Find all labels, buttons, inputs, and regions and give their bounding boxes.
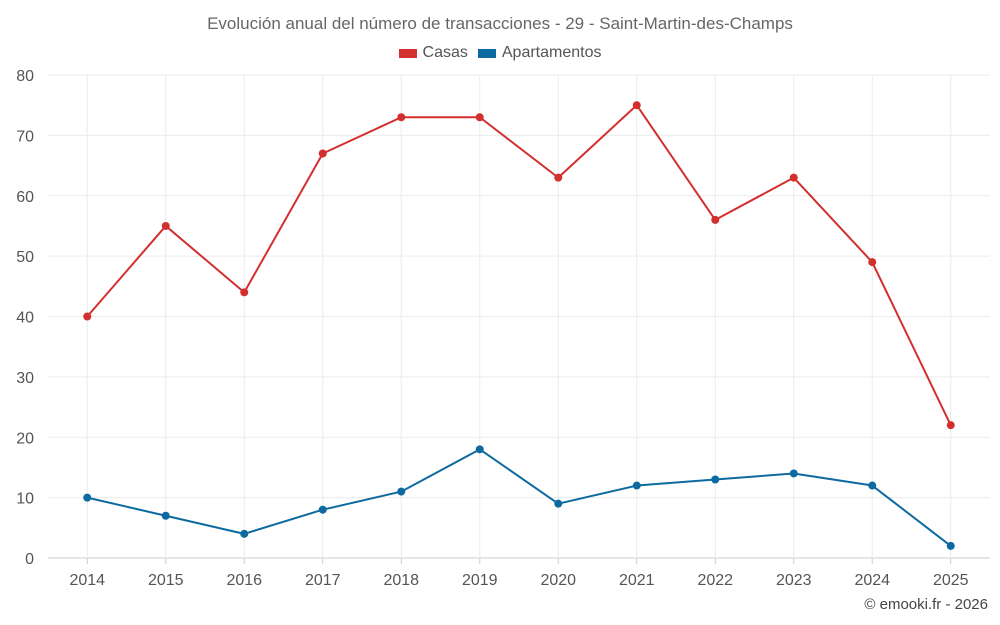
x-tick-label: 2017 xyxy=(305,572,341,589)
data-point-apartamentos[interactable] xyxy=(711,475,720,484)
series-line-casas xyxy=(86,104,952,426)
legend-item-apartamentos[interactable]: Apartamentos xyxy=(477,44,602,62)
credit-text: © emooki.fr - 2026 xyxy=(864,596,988,613)
legend-swatch-apartamentos xyxy=(477,48,496,58)
x-tick-label: 2025 xyxy=(933,572,969,589)
y-tick-label: 30 xyxy=(16,370,34,387)
data-point-casas[interactable] xyxy=(240,288,249,297)
data-point-casas[interactable] xyxy=(711,215,720,224)
legend-label-casas: Casas xyxy=(422,44,468,61)
legend-item-casas[interactable]: Casas xyxy=(398,44,468,62)
axes: 0 10 20 30 40 50 60 70 80 2014 2015 2016 2017 2018 201… xyxy=(16,68,968,589)
legend-swatch-casas xyxy=(398,48,417,58)
data-point-apartamentos[interactable] xyxy=(475,445,484,454)
y-tick-label: 70 xyxy=(16,128,34,145)
chart-title: Evolución anual del número de transaccio… xyxy=(207,14,793,33)
y-tick-label: 40 xyxy=(16,310,34,327)
data-point-casas[interactable] xyxy=(632,101,641,110)
y-tick-label: 10 xyxy=(16,491,34,508)
x-tick-label: 2023 xyxy=(776,572,812,589)
x-tick-label: 2014 xyxy=(69,572,105,589)
data-point-casas[interactable] xyxy=(946,421,955,430)
data-point-casas[interactable] xyxy=(397,113,406,122)
series xyxy=(83,101,955,550)
data-point-apartamentos[interactable] xyxy=(946,541,955,550)
data-point-apartamentos[interactable] xyxy=(161,511,170,520)
x-tick-label: 2024 xyxy=(854,572,890,589)
y-tick-label: 80 xyxy=(16,68,34,85)
data-point-apartamentos[interactable] xyxy=(83,493,92,502)
y-tick-label: 0 xyxy=(25,551,34,568)
legend-label-apartamentos: Apartamentos xyxy=(501,44,602,61)
data-point-casas[interactable] xyxy=(161,221,170,230)
data-point-casas[interactable] xyxy=(475,113,484,122)
x-tick-label: 2015 xyxy=(148,572,184,589)
data-point-apartamentos[interactable] xyxy=(318,505,327,514)
y-tick-label: 50 xyxy=(16,249,34,266)
y-tick-label: 20 xyxy=(16,430,34,447)
x-tick-label: 2019 xyxy=(462,572,498,589)
x-tick-label: 2018 xyxy=(383,572,419,589)
data-point-apartamentos[interactable] xyxy=(240,529,249,538)
data-point-apartamentos[interactable] xyxy=(397,487,406,496)
data-point-casas[interactable] xyxy=(789,173,798,182)
y-tick-label: 60 xyxy=(16,189,34,206)
data-point-apartamentos[interactable] xyxy=(789,469,798,478)
x-tick-label: 2021 xyxy=(619,572,655,589)
legend: Casas Apartamentos xyxy=(0,44,1000,62)
x-tick-label: 2022 xyxy=(697,572,733,589)
data-point-apartamentos[interactable] xyxy=(868,481,877,490)
data-point-casas[interactable] xyxy=(554,173,563,182)
data-point-casas[interactable] xyxy=(83,312,92,321)
data-point-casas[interactable] xyxy=(318,149,327,158)
data-point-apartamentos[interactable] xyxy=(554,499,563,508)
grid xyxy=(48,74,990,559)
data-point-apartamentos[interactable] xyxy=(632,481,641,490)
x-tick-label: 2020 xyxy=(540,572,576,589)
series-line-apartamentos xyxy=(87,448,952,547)
data-point-casas[interactable] xyxy=(868,258,877,267)
x-tick-label: 2016 xyxy=(226,572,262,589)
